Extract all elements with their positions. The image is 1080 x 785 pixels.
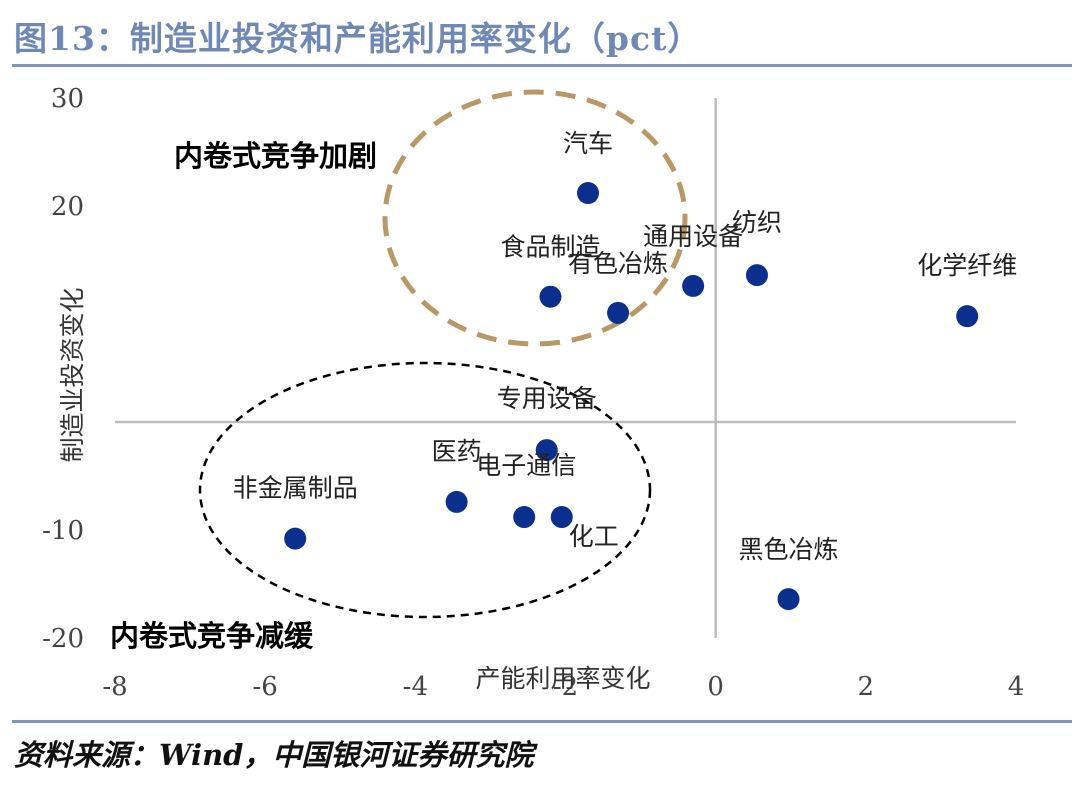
x-axis-title: 产能利用率变化 — [475, 664, 650, 693]
y-tick-label: -20 — [42, 624, 84, 654]
data-point — [513, 506, 536, 529]
data-point-label: 电子通信 — [476, 451, 576, 480]
x-tick-label: 2 — [858, 672, 875, 702]
x-tick-label: -4 — [403, 672, 428, 702]
source-note: 资料来源：Wind，中国银河证券研究院 — [14, 738, 534, 772]
annotation-ellipse-0 — [382, 89, 688, 347]
data-point — [539, 285, 562, 308]
data-point — [535, 439, 558, 462]
data-point — [284, 527, 307, 550]
figure-title: 图13：制造业投资和产能利用率变化（pct） — [14, 19, 702, 58]
data-point — [577, 182, 600, 205]
axes-group — [115, 98, 1016, 638]
footer-rule — [12, 720, 1072, 723]
y-axis-title: 制造业投资变化 — [58, 287, 87, 462]
data-point-label: 食品制造 — [500, 233, 600, 262]
x-tick-label: -6 — [253, 672, 278, 702]
x-tick-label: -2 — [553, 672, 578, 702]
data-point — [682, 274, 705, 297]
data-point-label: 汽车 — [563, 129, 613, 158]
x-tick-label: 0 — [707, 672, 724, 702]
x-tick-label: 4 — [1008, 672, 1025, 702]
data-point — [607, 301, 630, 324]
data-point-label: 纺织 — [732, 208, 782, 237]
x-tick-label: -8 — [102, 672, 127, 702]
data-point — [956, 305, 979, 328]
data-point-label: 黑色冶炼 — [738, 535, 838, 564]
data-point-label: 有色冶炼 — [568, 249, 668, 278]
data-point-label: 化工 — [569, 522, 619, 551]
annotation-ellipse-1 — [198, 361, 652, 619]
data-point-label: 非金属制品 — [233, 474, 358, 503]
data-point — [745, 264, 768, 287]
annotation-intensified: 内卷式竞争加剧 — [174, 139, 377, 173]
ellipses-group — [198, 89, 688, 619]
y-tick-label: -10 — [42, 516, 84, 546]
data-point-label: 通用设备 — [643, 222, 743, 251]
data-point — [777, 588, 800, 611]
points-group — [284, 182, 979, 611]
data-point-label: 化学纤维 — [917, 251, 1017, 280]
y-tick-label: 30 — [51, 84, 84, 114]
y-tick-label: 20 — [51, 192, 84, 222]
data-point-label: 医药 — [432, 437, 482, 466]
data-point-label: 专用设备 — [497, 384, 597, 413]
data-point — [445, 490, 468, 513]
annotation-eased: 内卷式竞争减缓 — [110, 619, 314, 653]
title-rule — [12, 64, 1072, 67]
data-point — [550, 506, 573, 529]
